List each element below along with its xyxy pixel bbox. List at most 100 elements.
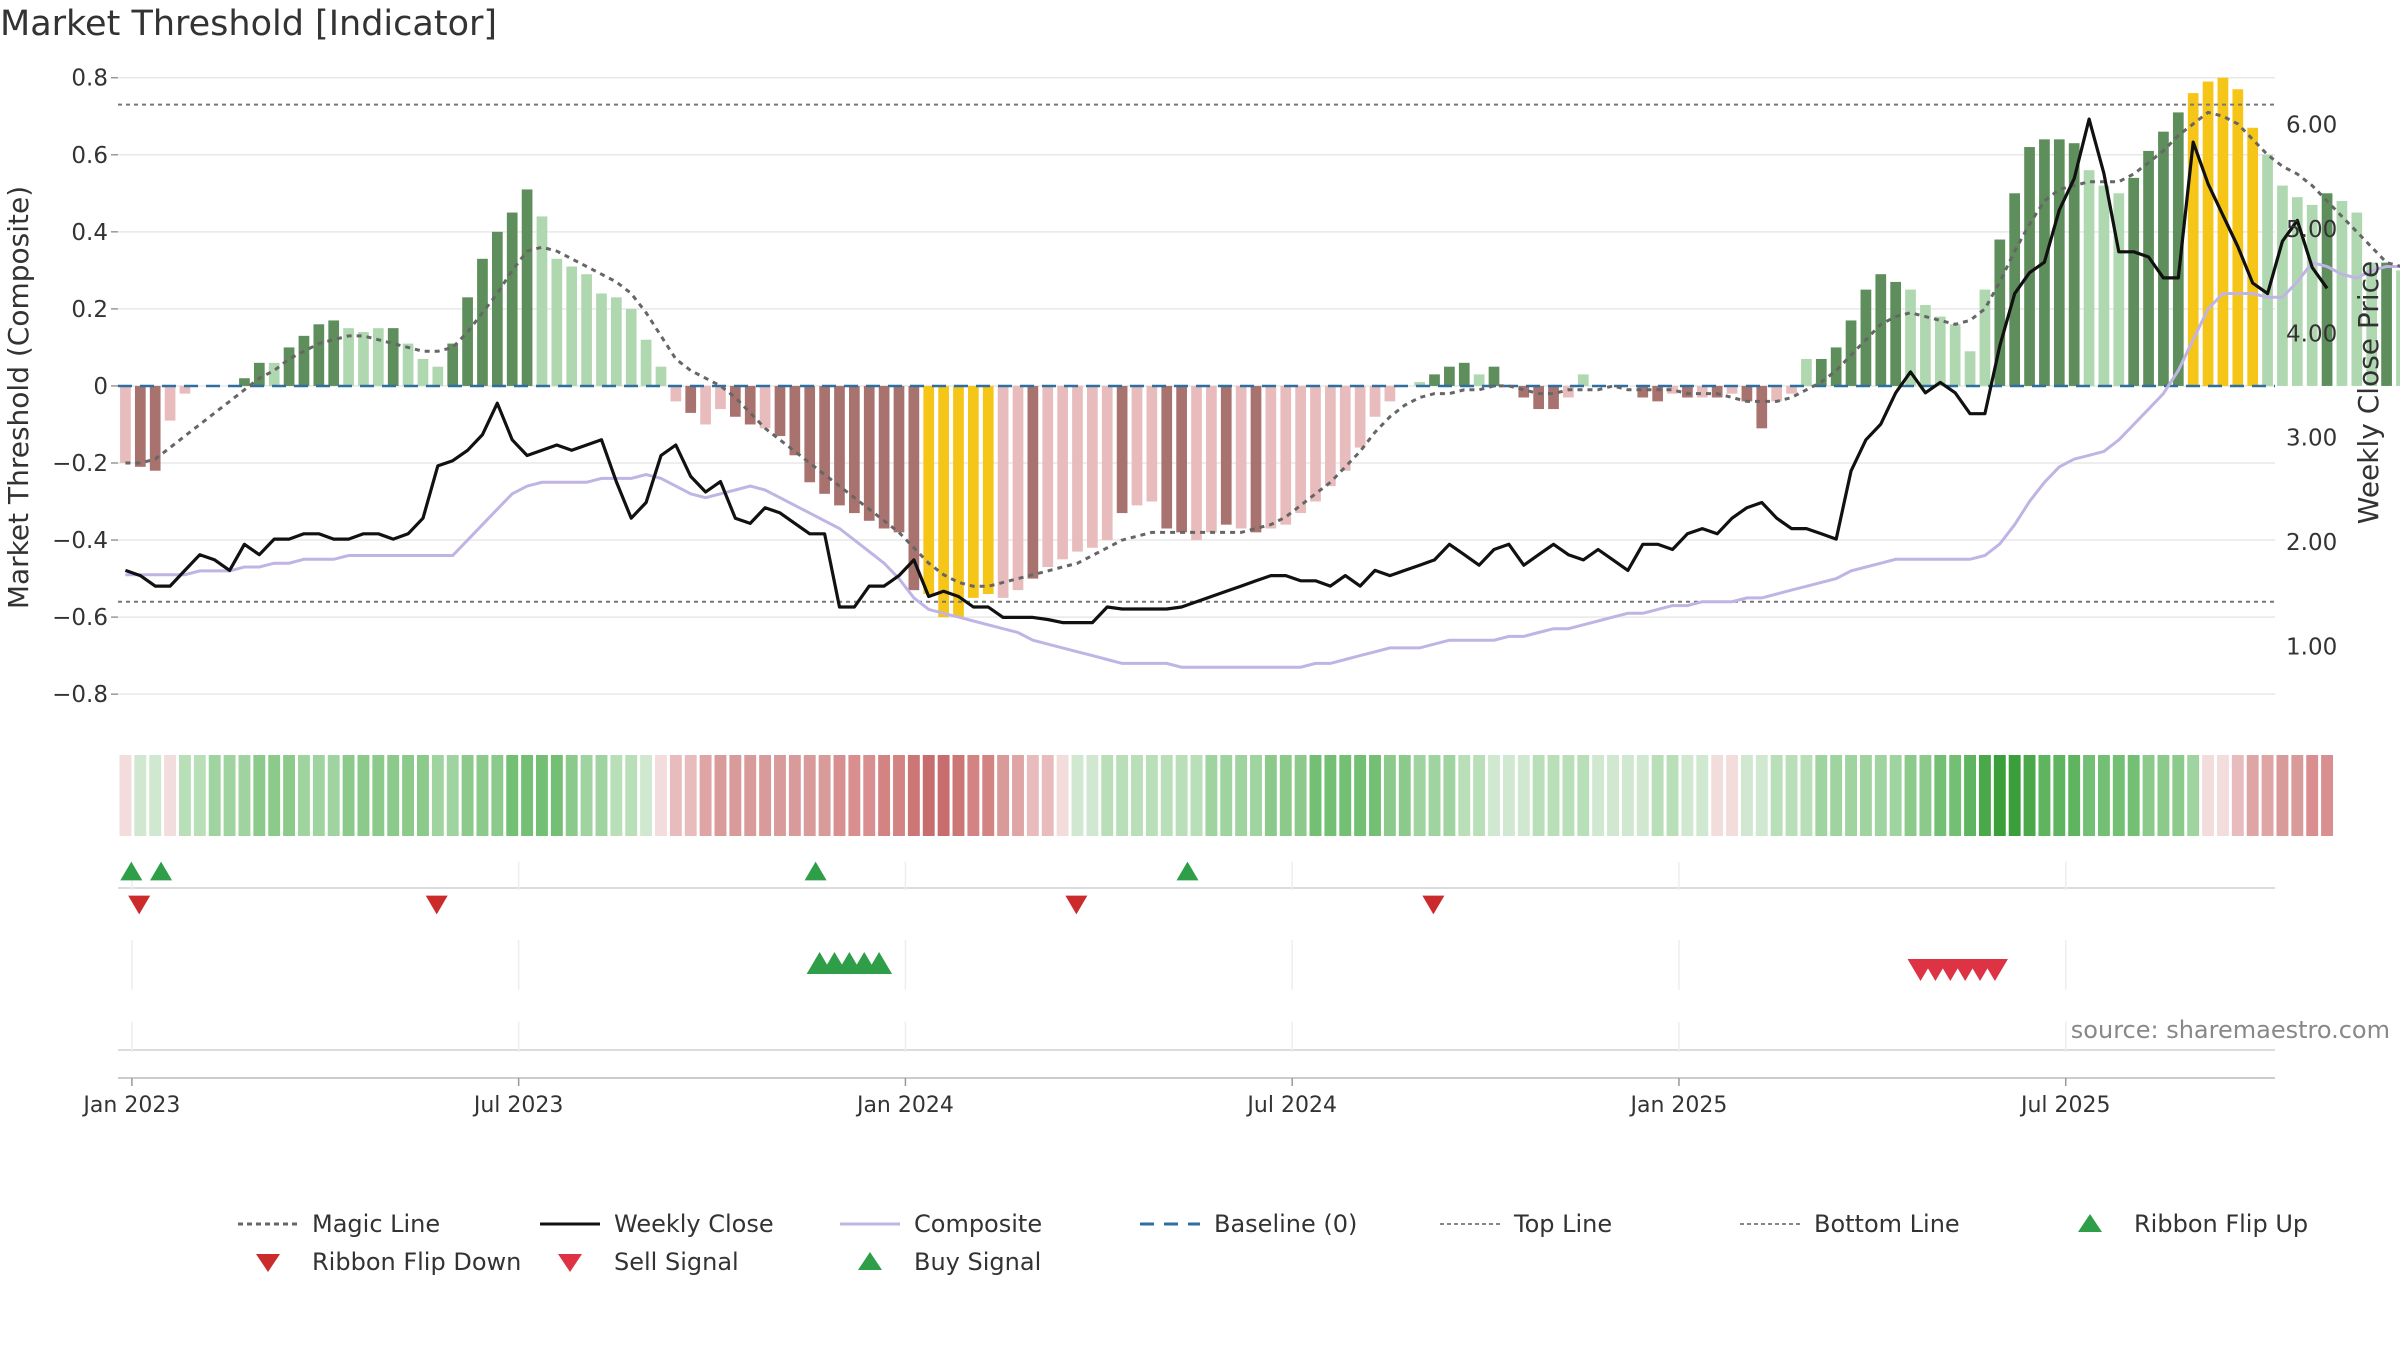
ribbon-strip <box>119 755 2334 836</box>
series-lines <box>124 110 2400 669</box>
composite-bar <box>1414 382 1425 386</box>
composite-bar <box>1577 374 1589 386</box>
composite-bar <box>848 385 860 514</box>
ribbon-cell <box>2083 755 2096 836</box>
composite-bar <box>477 258 488 386</box>
composite-bar <box>1994 239 2006 386</box>
legend-item: Bottom Line <box>1738 1204 1960 1244</box>
ribbon-cell <box>2157 755 2170 836</box>
ribbon-cell <box>1071 755 1084 836</box>
legend-symbol <box>858 1252 882 1270</box>
ribbon-cell <box>1949 755 1962 836</box>
composite-bar <box>1235 385 1247 529</box>
composite-bar <box>1548 385 1559 410</box>
y-right-axis-title: Weekly Close Price <box>2352 261 2385 524</box>
composite-bar <box>729 385 741 417</box>
ribbon-cell <box>1264 755 1277 836</box>
ribbon-cell <box>1131 755 1143 836</box>
composite-bar <box>283 347 295 386</box>
ribbon-cell <box>357 755 370 836</box>
ribbon-cell <box>297 755 310 836</box>
composite-bar <box>1087 385 1098 548</box>
composite-bar <box>2396 270 2400 386</box>
ribbon-cell <box>1666 755 1679 836</box>
ribbon-cell <box>2246 755 2259 836</box>
ribbon-cell <box>1354 755 1367 836</box>
legend-symbol <box>238 1222 298 1226</box>
y-right-tick-label: 2.00 <box>2286 530 2337 556</box>
ribbon-cell <box>744 755 757 836</box>
legend-label: Composite <box>914 1210 1043 1238</box>
source-label: source: sharemaestro.com <box>2070 1016 2390 1044</box>
composite-bar <box>2053 139 2065 386</box>
ribbon-cell <box>774 755 786 836</box>
composite-bar <box>596 293 607 386</box>
composite-bar <box>2172 112 2184 386</box>
y-right-tick-label: 5.00 <box>2286 217 2337 243</box>
ribbon-cell <box>1294 755 1307 836</box>
composite-bar <box>2158 131 2169 386</box>
ribbon-cell <box>1934 755 1947 836</box>
x-tick-label: Jan 2023 <box>81 1093 180 1118</box>
composite-bar <box>462 297 473 386</box>
legend-triangle <box>858 1252 882 1270</box>
buy-signal-marker <box>866 951 893 975</box>
ribbon-cell <box>2231 755 2244 836</box>
ribbon-cell <box>1250 755 1262 836</box>
composite-bar <box>1057 385 1068 560</box>
ribbon-cell <box>2112 755 2125 836</box>
ribbon-cell <box>565 755 578 836</box>
legend-symbol <box>558 1254 582 1272</box>
legend-item: Magic Line <box>236 1204 440 1244</box>
ribbon-cell <box>610 755 623 836</box>
composite-bar <box>774 385 786 437</box>
composite-bar <box>2098 185 2110 386</box>
composite-bar <box>372 328 384 386</box>
ribbon-cell <box>2276 755 2289 836</box>
composite-bar <box>1667 385 1678 394</box>
legend-item: Sell Signal <box>538 1242 739 1282</box>
composite-bar <box>1890 281 1902 386</box>
composite-bar <box>1444 366 1455 386</box>
legend-item: Top Line <box>1438 1204 1612 1244</box>
y-left-tick-label: −0.6 <box>52 605 108 631</box>
ribbon-cell <box>1621 755 1634 836</box>
composite-bar <box>2232 89 2244 386</box>
legend-triangle <box>2078 1214 2102 1232</box>
ribbon-cell <box>461 755 474 836</box>
ribbon-cell <box>1681 755 1694 836</box>
ribbon-cell <box>580 755 593 836</box>
legend-symbol <box>840 1222 900 1226</box>
composite-bar <box>2366 262 2378 386</box>
ribbon-cell <box>536 755 548 836</box>
ribbon-cell <box>1309 755 1322 836</box>
composite-bar <box>2143 150 2154 386</box>
legend-item: Ribbon Flip Up <box>2058 1204 2308 1244</box>
ribbon-cell <box>1383 755 1396 836</box>
composite-bar <box>2291 197 2303 386</box>
composite-bar <box>2083 170 2095 386</box>
ribbon-cell <box>2127 755 2140 836</box>
composite-bar <box>1905 289 1916 386</box>
composite-bar <box>2321 193 2333 386</box>
composite-bar <box>1369 385 1381 417</box>
y-left-tick-label: −0.2 <box>52 451 108 477</box>
ribbon-cell <box>253 755 266 836</box>
ribbon-cell <box>1845 755 1857 836</box>
legend-symbol <box>1740 1223 1800 1225</box>
composite-bar <box>625 308 637 386</box>
y-left-tick-label: 0.8 <box>71 66 108 92</box>
composite-bar <box>1295 385 1306 514</box>
ribbon-cell <box>922 755 935 836</box>
composite-bar <box>2009 193 2021 386</box>
ribbon-flip-down-marker <box>128 895 151 915</box>
reference-lines <box>118 103 2275 603</box>
ribbon-cell <box>1904 755 1917 836</box>
composite-bar <box>923 385 935 594</box>
legend-symbol <box>540 1222 600 1226</box>
composite-bar <box>1072 385 1083 552</box>
ribbon-cell <box>625 755 638 836</box>
ribbon-cell <box>1517 755 1530 836</box>
composite-bar <box>402 343 414 386</box>
y-right-tick-label: 6.00 <box>2286 112 2337 138</box>
